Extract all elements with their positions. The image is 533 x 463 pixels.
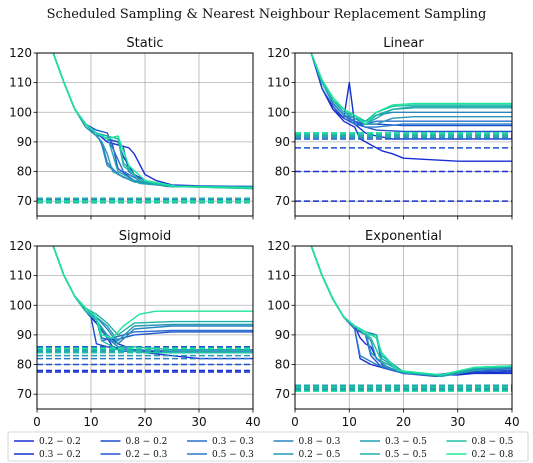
y-tick-label: 120 [267, 239, 290, 253]
y-tick-label: 110 [267, 269, 290, 283]
series-line-0.8-0.3 [52, 246, 253, 345]
y-tick-label: 120 [9, 46, 32, 60]
series-line-0.3-0.5 [310, 246, 512, 378]
panel-sigmoid: 0 10 20 30 40 70 80 90 100 110 120 Sigmoid [9, 229, 261, 429]
y-tick-label: 70 [17, 387, 32, 401]
x-tick-label: 10 [342, 415, 357, 429]
legend-label-0.3-0.2: 0.3 − 0.2 [39, 450, 81, 460]
y-tick-label: 110 [9, 269, 32, 283]
y-tick-label: 100 [267, 298, 290, 312]
legend: 0.2 − 0.2 0.8 − 0.2 0.3 − 0.3 0.8 − 0.3 0.3 … [7, 431, 529, 462]
panel-title: Exponential [365, 229, 442, 244]
series-line-0.2-0.8 [310, 246, 512, 376]
series-line-0.3-0.2 [310, 246, 512, 376]
series-line-0.2-0.5 [310, 246, 512, 376]
y-tick-label: 100 [9, 105, 32, 119]
panel-title: Static [126, 36, 163, 51]
x-tick-label: 40 [504, 415, 519, 429]
series-line-0.8-0.2 [310, 53, 512, 127]
x-tick-label: 0 [33, 415, 41, 429]
series-line-0.2-0.2 [52, 246, 253, 360]
y-tick-label: 80 [17, 358, 32, 372]
series-line-0.3-0.2 [52, 246, 253, 354]
panel-title: Sigmoid [119, 229, 172, 244]
series-line-0.2-0.8 [310, 53, 512, 125]
series-line-0.8-0.5 [310, 246, 512, 376]
x-tick-label: 30 [191, 415, 206, 429]
y-tick-label: 90 [17, 328, 32, 342]
series-line-0.8-0.3 [310, 246, 512, 376]
plot-area [37, 53, 253, 204]
y-tick-label: 90 [275, 135, 290, 149]
legend-label-0.8-0.5: 0.8 − 0.5 [472, 437, 514, 447]
legend-label-0.2-0.3: 0.2 − 0.3 [126, 450, 168, 460]
legend-label-0.3-0.5: 0.3 − 0.5 [385, 437, 427, 447]
plot-area [295, 246, 512, 392]
series-line-0.3-0.3 [310, 246, 512, 376]
legend-label-0.2-0.5: 0.2 − 0.5 [299, 450, 341, 460]
plot-area [295, 53, 512, 202]
series-line-0.8-0.3 [310, 53, 512, 122]
x-tick-label: 20 [396, 415, 411, 429]
series-line-0.5-0.3 [52, 246, 253, 352]
series-line-0.2-0.8 [52, 53, 253, 189]
x-tick-label: 10 [83, 415, 98, 429]
y-tick-label: 70 [17, 194, 32, 208]
y-tick-label: 80 [17, 165, 32, 179]
legend-label-0.5-0.5: 0.5 − 0.5 [385, 450, 427, 460]
y-tick-label: 100 [267, 105, 290, 119]
y-tick-label: 90 [275, 328, 290, 342]
series-line-0.2-0.3 [310, 53, 512, 133]
series-line-0.8-0.5 [310, 53, 512, 122]
y-tick-label: 120 [267, 46, 290, 60]
y-tick-label: 90 [17, 135, 32, 149]
legend-label-0.8-0.3: 0.8 − 0.3 [299, 437, 341, 447]
series-line-0.8-0.5 [52, 246, 253, 354]
y-tick-label: 110 [267, 76, 290, 90]
figure-title: Scheduled Sampling & Nearest Neighbour R… [47, 7, 487, 22]
series-line-0.8-0.2 [310, 246, 512, 376]
legend-label-0.8-0.2: 0.8 − 0.2 [126, 437, 168, 447]
y-tick-label: 80 [275, 358, 290, 372]
y-tick-label: 70 [275, 387, 290, 401]
plot-area [37, 246, 253, 373]
y-tick-label: 70 [275, 194, 290, 208]
series-line-0.5-0.5 [52, 246, 253, 336]
series-line-0.3-0.5 [52, 246, 253, 351]
panel-static: 70 80 90 100 110 120 Static [9, 36, 254, 220]
x-tick-label: 20 [137, 415, 152, 429]
legend-label-0.2-0.8: 0.2 − 0.8 [472, 450, 514, 460]
series-line-0.5-0.3 [310, 246, 512, 376]
series-line-0.2-0.2 [310, 246, 512, 376]
y-tick-label: 110 [9, 76, 32, 90]
legend-label-0.5-0.3: 0.5 − 0.3 [212, 450, 254, 460]
y-tick-label: 80 [275, 165, 290, 179]
series-line-0.5-0.5 [310, 246, 512, 376]
x-tick-label: 40 [245, 415, 260, 429]
legend-label-0.2-0.2: 0.2 − 0.2 [39, 437, 81, 447]
x-tick-label: 30 [450, 415, 465, 429]
panels: 708090100110120Static708090100110120Line… [9, 36, 520, 429]
panel-linear: 70 80 90 100 110 120 Linear [267, 36, 513, 220]
series-line-0.8-0.2 [52, 246, 253, 354]
y-tick-label: 100 [9, 298, 32, 312]
series-line-0.2-0.3 [310, 246, 512, 378]
y-tick-label: 120 [9, 239, 32, 253]
legend-label-0.3-0.3: 0.3 − 0.3 [212, 437, 254, 447]
series-line-0.2-0.8 [52, 246, 253, 339]
x-tick-label: 0 [291, 415, 299, 429]
panel-exponential: 0 10 20 30 40 70 80 90 100 110 120 Exponential [267, 229, 520, 429]
legend-frame [7, 431, 529, 462]
panel-title: Linear [383, 36, 424, 51]
